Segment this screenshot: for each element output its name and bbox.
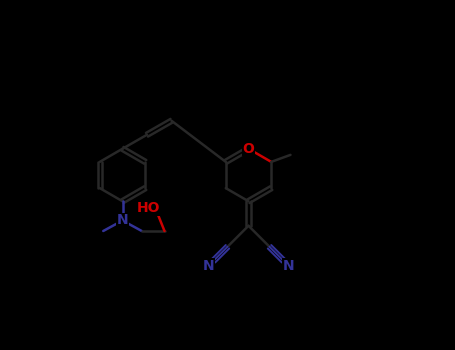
Text: N: N bbox=[202, 259, 214, 273]
Text: N: N bbox=[283, 259, 294, 273]
Text: N: N bbox=[116, 214, 128, 228]
Text: O: O bbox=[243, 142, 254, 156]
Text: HO: HO bbox=[137, 201, 161, 215]
